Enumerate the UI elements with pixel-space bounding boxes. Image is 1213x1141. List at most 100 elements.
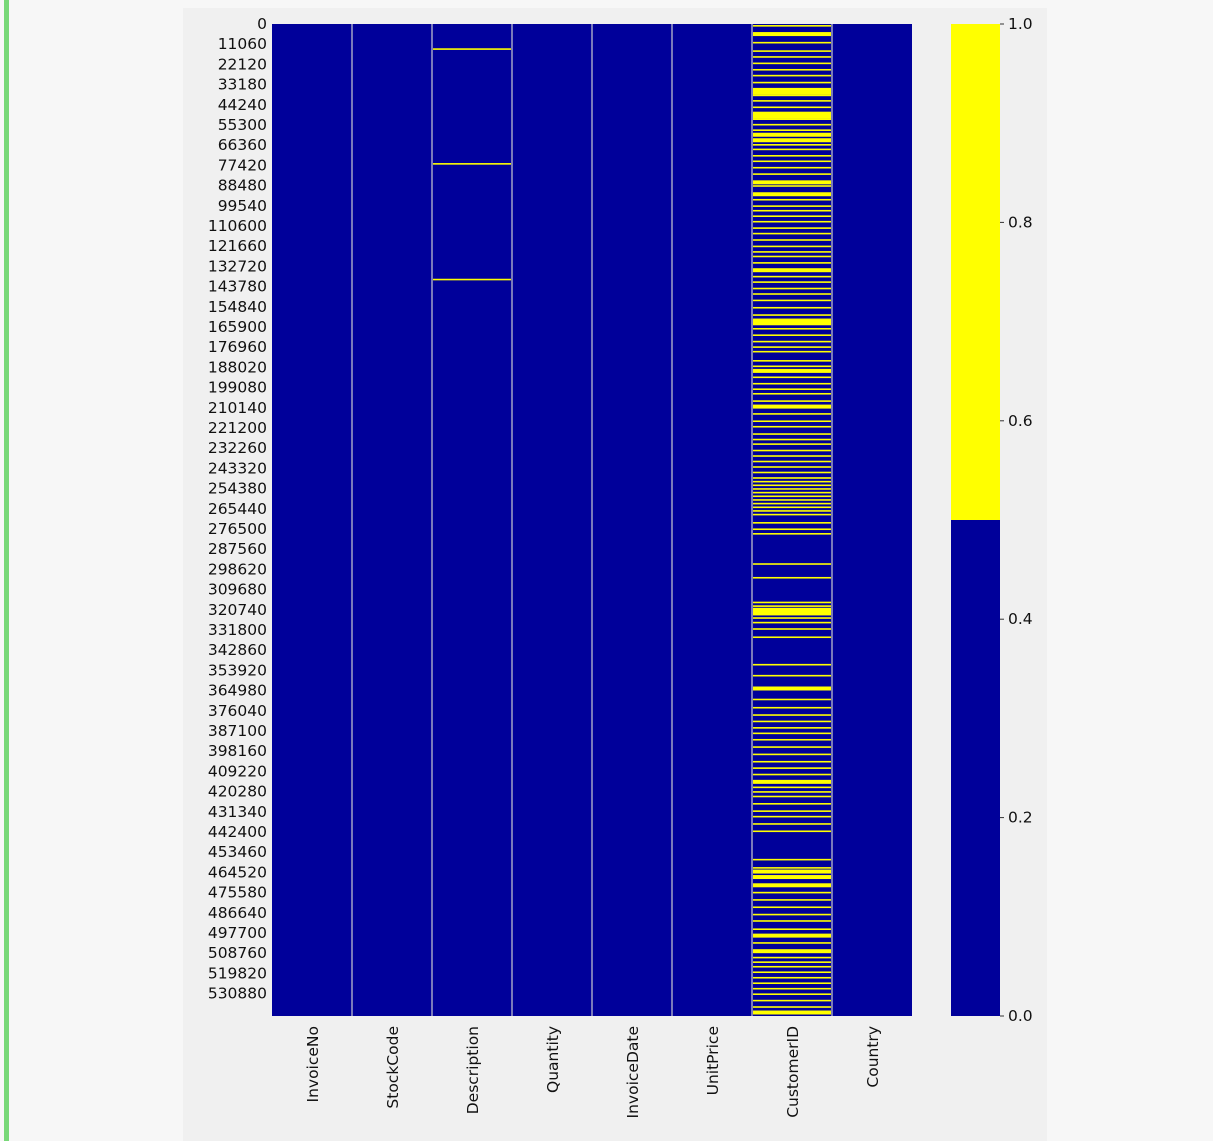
missing-cell	[753, 928, 831, 931]
row-tick-label: 165900	[208, 318, 267, 336]
missing-cell	[753, 400, 831, 402]
missing-cell	[753, 727, 831, 729]
row-tick-label: 486640	[208, 904, 267, 922]
row-tick-label: 154840	[208, 298, 267, 316]
missing-cell	[753, 455, 831, 457]
missing-cell	[753, 791, 831, 793]
missing-cell	[753, 166, 831, 169]
row-tick-label: 453460	[208, 843, 267, 861]
row-tick-label: 88480	[218, 177, 267, 195]
row-tick-label: 519820	[208, 964, 267, 982]
row-tick-label: 508760	[208, 944, 267, 962]
missing-cell	[753, 293, 831, 295]
missing-cell	[753, 90, 831, 95]
row-tick-label: 353920	[208, 661, 267, 679]
missing-cell	[753, 382, 831, 385]
row-tick-label: 55300	[218, 116, 267, 134]
row-tick-label: 376040	[208, 702, 267, 720]
missing-cell	[753, 215, 831, 218]
row-tick-label: 243320	[208, 459, 267, 477]
row-tick-label: 420280	[208, 783, 267, 801]
row-tick-label: 210140	[208, 399, 267, 417]
missing-cell	[753, 306, 831, 309]
missing-cell	[753, 949, 831, 954]
row-tick-label: 176960	[208, 338, 267, 356]
heatmap-column-invoiceno	[272, 24, 352, 1016]
missing-cell	[753, 933, 831, 938]
row-tick-label: 66360	[218, 136, 267, 154]
missing-cell	[753, 815, 831, 818]
missing-cell	[753, 502, 831, 505]
column-tick-label: Description	[464, 1026, 482, 1114]
missing-cell	[753, 87, 831, 92]
missing-cell	[753, 663, 831, 666]
row-tick-label: 0	[257, 15, 267, 33]
missing-cell	[753, 891, 831, 894]
missing-cell	[753, 368, 831, 373]
missing-cell	[753, 118, 831, 120]
row-tick-label: 77420	[218, 156, 267, 174]
missing-cell	[753, 74, 831, 77]
missing-cell	[753, 388, 831, 390]
row-tick-label: 11060	[218, 35, 267, 53]
missing-cell	[753, 114, 831, 119]
missing-cell	[753, 318, 831, 323]
missing-cell	[753, 123, 831, 126]
colorbar-segment-low	[951, 520, 1000, 1016]
missing-cell	[753, 460, 831, 463]
missing-cell	[753, 510, 831, 512]
figure: 0 11060 22120 33180 44240 55300 66360 77420 8848…	[183, 8, 1047, 1141]
missing-cell	[753, 987, 831, 990]
missing-cell	[753, 340, 831, 343]
missing-cell	[753, 698, 831, 701]
missing-cell	[433, 278, 511, 281]
missing-cell	[753, 499, 831, 501]
missing-cell	[753, 433, 831, 435]
row-tick-label: 143780	[208, 278, 267, 296]
missing-cell	[753, 25, 831, 27]
missing-cell	[753, 321, 831, 326]
missing-cell	[753, 961, 831, 963]
missing-cell	[753, 32, 831, 37]
missing-cell	[753, 1010, 831, 1015]
row-tick-label: 409220	[208, 762, 267, 780]
heatmap-column-invoicedate	[592, 24, 672, 1016]
row-tick-label: 364980	[208, 682, 267, 700]
row-tick-label: 387100	[208, 722, 267, 740]
missing-cell	[753, 746, 831, 748]
row-tick-label: 442400	[208, 823, 267, 841]
missing-cell	[753, 245, 831, 248]
missing-cell	[753, 484, 831, 487]
row-tick-label: 99540	[218, 197, 267, 215]
column-tick-label: Country	[864, 1026, 882, 1088]
missing-cell	[753, 392, 831, 395]
colorbar-tick-label: 0.8	[1008, 213, 1033, 231]
row-tick-label: 309680	[208, 581, 267, 599]
row-tick-label: 398160	[208, 742, 267, 760]
missing-cell	[753, 607, 831, 612]
missing-cell	[753, 275, 831, 278]
missing-cell	[753, 714, 831, 716]
missing-cell	[753, 205, 831, 207]
missing-cell	[753, 803, 831, 805]
missing-cell	[753, 100, 831, 102]
missing-cell	[753, 376, 831, 379]
missing-cell	[753, 779, 831, 784]
heatmap-column-country	[832, 24, 912, 1016]
missing-cell	[753, 68, 831, 71]
missing-cell	[753, 488, 831, 490]
missing-cell	[753, 346, 831, 348]
missing-cell	[753, 155, 831, 157]
missing-cell	[753, 971, 831, 974]
missing-cell	[753, 993, 831, 995]
missing-cell	[753, 795, 831, 798]
missing-cell	[753, 621, 831, 624]
missing-cell	[753, 314, 831, 316]
missing-cell	[753, 576, 831, 579]
heatmap-column-quantity	[512, 24, 592, 1016]
missing-cell	[753, 869, 831, 874]
missing-cell	[753, 56, 831, 58]
missing-cell	[753, 628, 831, 630]
missing-cell	[753, 982, 831, 985]
missing-cell	[753, 365, 831, 368]
